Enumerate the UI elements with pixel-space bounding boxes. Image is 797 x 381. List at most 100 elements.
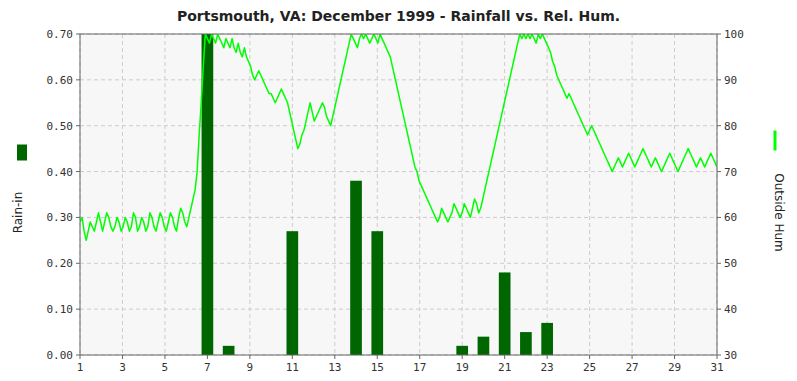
y2-tick (717, 34, 721, 35)
y-tick-label: 0.30 (47, 211, 74, 224)
x-tick-label: 17 (413, 361, 426, 374)
bar-series (202, 34, 553, 355)
y-tick-label: 0.70 (47, 28, 74, 41)
x-tick-label: 21 (498, 361, 511, 374)
x-tick (334, 355, 335, 359)
line (80, 34, 717, 240)
y-axis-label: Rain-in (11, 192, 25, 234)
legend-swatch (774, 131, 777, 151)
x-tick (632, 355, 633, 359)
y-tick (76, 125, 80, 126)
y2-tick-label: 70 (724, 166, 737, 179)
y2-tick-label: 60 (724, 211, 737, 224)
x-tick (377, 355, 378, 359)
plot-background (80, 34, 717, 355)
grid-line-x (334, 34, 335, 355)
grid-line-x (164, 34, 165, 355)
x-tick-label: 15 (371, 361, 384, 374)
bar (520, 332, 532, 355)
y-tick-label: 0.40 (47, 166, 74, 179)
y2-tick-label: 40 (724, 303, 737, 316)
y-tick-label: 0.60 (47, 74, 74, 87)
grid-line-y (80, 171, 717, 172)
grid-line-y (80, 309, 717, 310)
bar (202, 34, 214, 355)
x-tick (674, 355, 675, 359)
y2-tick (717, 263, 721, 264)
x-tick (292, 355, 293, 359)
y2-tick-label: 50 (724, 257, 737, 270)
grid-line-x (547, 34, 548, 355)
y2-tick (717, 309, 721, 310)
y-tick (76, 355, 80, 356)
chart-container: 1357911131517192123252729310.000.100.200… (0, 0, 797, 381)
grid-line-x (249, 34, 250, 355)
x-tick-label: 29 (668, 361, 681, 374)
grid-line-x (632, 34, 633, 355)
y-tick-label: 0.50 (47, 120, 74, 133)
grid-line-y (80, 263, 717, 264)
grid-line-x (462, 34, 463, 355)
y-tick-label: 0.00 (47, 349, 74, 362)
legend-swatch (17, 145, 27, 161)
y-axis: 0.00 0.10 0.20 0.30 0.40 0.50 0.60 0.70 (47, 28, 81, 362)
x-tick-label: 9 (247, 361, 254, 374)
chart-title: Portsmouth, VA: December 1999 - Rainfall… (177, 8, 620, 24)
grid-line-y (80, 217, 717, 218)
y2-tick (717, 171, 721, 172)
y2-axis-label: Outside Hum (772, 173, 786, 251)
grid-line-x (589, 34, 590, 355)
y-tick (76, 309, 80, 310)
x-tick-label: 7 (204, 361, 211, 374)
y-tick (76, 171, 80, 172)
x-tick (547, 355, 548, 359)
x-tick-label: 27 (625, 361, 638, 374)
plot-frame (80, 34, 717, 355)
bar (456, 346, 468, 355)
x-tick-label: 25 (583, 361, 596, 374)
grid-line-y (80, 79, 717, 80)
plot-data (80, 34, 717, 355)
y-tick-label: 0.20 (47, 257, 74, 270)
y-tick (76, 263, 80, 264)
bar (286, 231, 298, 355)
x-tick-label: 5 (162, 361, 169, 374)
x-tick (80, 355, 81, 359)
bar (499, 272, 511, 355)
x-tick-label: 1 (77, 361, 84, 374)
x-tick (717, 355, 718, 359)
y2-tick (717, 217, 721, 218)
x-tick-label: 19 (456, 361, 469, 374)
y2-tick (717, 79, 721, 80)
x-tick-label: 31 (710, 361, 723, 374)
x-tick (207, 355, 208, 359)
y-tick-label: 0.10 (47, 303, 74, 316)
y2-tick (717, 355, 721, 356)
grid-line-y (80, 125, 717, 126)
x-tick (462, 355, 463, 359)
bar (350, 181, 362, 355)
y2-tick (717, 125, 721, 126)
x-axis: 135791113151719212325272931 (77, 355, 724, 374)
bar (541, 323, 553, 355)
bar (223, 346, 235, 355)
x-tick (164, 355, 165, 359)
bar (371, 231, 383, 355)
y2-axis: 30405060708090100 (717, 28, 744, 362)
x-tick-label: 23 (541, 361, 554, 374)
x-tick-label: 13 (328, 361, 341, 374)
grid-line-x (674, 34, 675, 355)
y2-tick-label: 90 (724, 74, 737, 87)
y2-tick-label: 80 (724, 120, 737, 133)
x-tick (122, 355, 123, 359)
x-tick (504, 355, 505, 359)
x-tick-label: 3 (119, 361, 126, 374)
x-tick (249, 355, 250, 359)
x-tick (419, 355, 420, 359)
y-tick (76, 79, 80, 80)
y-tick (76, 217, 80, 218)
chart-svg: 1357911131517192123252729310.000.100.200… (0, 0, 797, 381)
bar (478, 337, 490, 355)
x-tick (589, 355, 590, 359)
x-tick-label: 11 (286, 361, 299, 374)
